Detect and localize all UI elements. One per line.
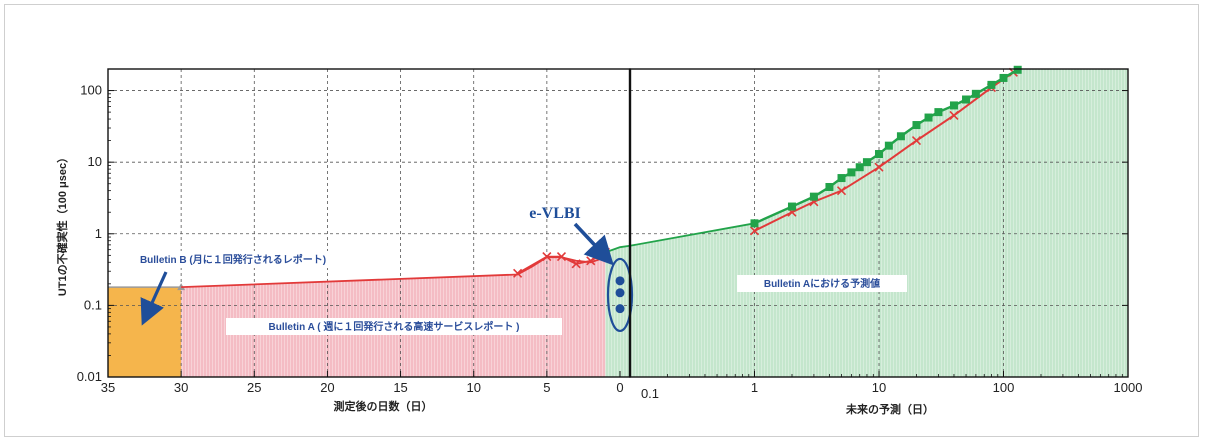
annotation-bulletin-a-prediction-box (737, 275, 907, 292)
y-tick-label: 1 (95, 226, 102, 241)
bulletin-a-point (513, 268, 523, 278)
annotation-bulletin-a-box (226, 318, 562, 335)
series-green-point (934, 108, 943, 117)
x-axis-label-right: 未来の予測（日） (845, 402, 934, 416)
figure-frame (4, 4, 1199, 437)
x-tick-label-right: 1000 (1114, 380, 1143, 395)
x-tick-label-right: 0.1 (641, 386, 659, 401)
series-green-point (787, 202, 796, 211)
annotation-bulletin-b-box (117, 251, 349, 268)
x-tick-label-left: 35 (101, 380, 115, 395)
evlbi-point (615, 304, 625, 314)
evlbi-point (615, 288, 625, 298)
annotation-bulletin-a-prediction: Bulletin Aにおける予測値 (764, 277, 880, 290)
x-tick-label-left: 25 (247, 380, 261, 395)
series-green-point (855, 163, 864, 172)
x-tick-label-left: 15 (393, 380, 407, 395)
series-red-point (949, 110, 959, 120)
x-tick-label-right: 100 (993, 380, 1015, 395)
series-red-point (911, 136, 922, 146)
evlbi-point (615, 276, 625, 286)
x-tick-label-left: 5 (543, 380, 550, 395)
x-tick-label-left: 30 (174, 380, 188, 395)
series-green-point (847, 168, 856, 177)
evlbi-label: e-VLBI (529, 205, 581, 222)
series-green-point (971, 89, 980, 98)
series-green-point (962, 95, 971, 104)
series-green-point (999, 73, 1008, 82)
series-green-point (750, 219, 759, 228)
x-tick-label-left: 0 (616, 380, 623, 395)
series-green-point (912, 121, 921, 130)
series-green-point (875, 150, 883, 159)
bulletin-a-point (542, 252, 552, 262)
series-red-point (749, 226, 760, 236)
series-green-point (949, 101, 958, 110)
series-red-point (874, 162, 884, 172)
x-axis-label-left: 測定後の日数（日） (334, 399, 433, 413)
series-green-point (837, 174, 846, 183)
y-tick-label: 0.1 (84, 297, 102, 312)
series-green-point (896, 132, 905, 141)
bulletin-a-point (556, 252, 567, 262)
series-green-point (862, 158, 871, 167)
y-tick-label: 0.01 (77, 369, 102, 384)
annotation-bulletin-a: Bulletin A ( 週に１回発行される高速サービスレポート ) (269, 320, 520, 333)
x-tick-label-left: 20 (320, 380, 334, 395)
series-green-point (884, 141, 893, 150)
series-green-point (809, 192, 818, 201)
annotation-bulletin-b: Bulletin B (月に１回発行されるレポート) (140, 253, 326, 266)
y-tick-label: 100 (80, 83, 102, 98)
bulletin-b-arrow (140, 271, 168, 326)
bulletin-a-point (571, 259, 581, 269)
bulletin-b-area (108, 287, 182, 377)
y-axis-label: UT1の不確実性（100 μsec） (55, 152, 69, 296)
evlbi-ellipse (606, 257, 634, 333)
series-green-point (1013, 65, 1022, 74)
prediction-area (605, 69, 1128, 377)
series-green-point (825, 183, 834, 192)
evlbi-arrow (573, 222, 614, 266)
y-tick-label: 10 (88, 154, 102, 169)
series-green-point (924, 113, 933, 122)
series-green-point (987, 80, 996, 89)
series-red-point (836, 186, 847, 196)
x-tick-label-left: 10 (466, 380, 480, 395)
x-tick-label-right: 10 (872, 380, 886, 395)
bulletin-a-area (181, 257, 606, 377)
x-tick-label-right: 1 (751, 380, 758, 395)
